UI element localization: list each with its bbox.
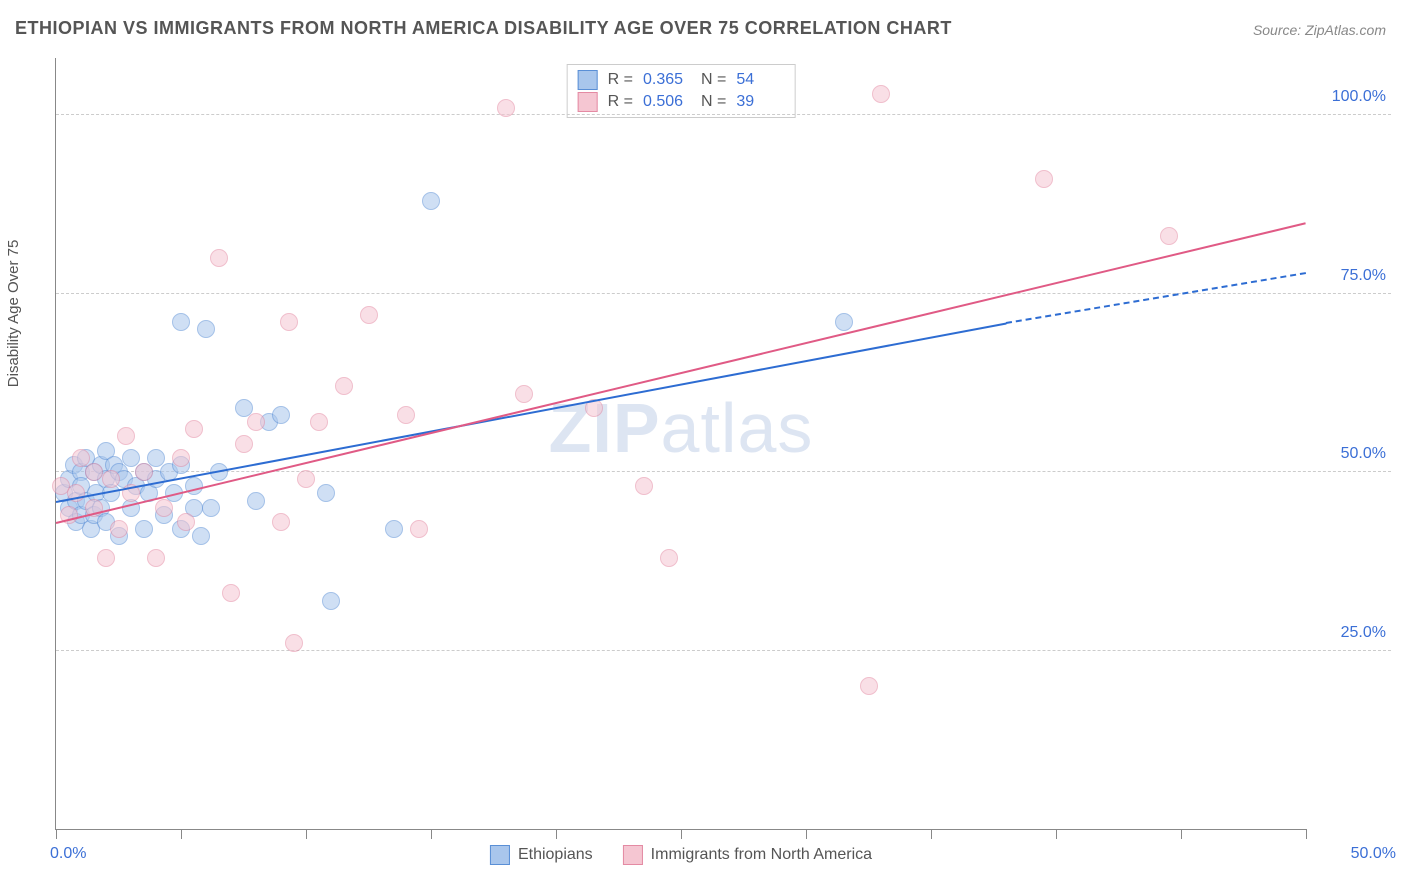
trend-line [1006,272,1306,324]
scatter-point [135,463,153,481]
scatter-point [285,634,303,652]
x-tick-label: 50.0% [1351,845,1396,863]
stat-n-value: 39 [736,93,784,111]
y-axis-label: Disability Age Over 75 [5,240,22,388]
legend-swatch [578,70,598,90]
x-tick [431,829,432,839]
y-tick-label: 50.0% [1341,445,1386,463]
stats-row: R = 0.365 N = 54 [578,69,785,91]
scatter-point [515,385,533,403]
gridline-h [56,471,1391,472]
x-tick [306,829,307,839]
scatter-point [172,449,190,467]
scatter-point [1160,227,1178,245]
trend-line [56,222,1306,524]
legend-item: Immigrants from North America [623,845,872,865]
x-tick [681,829,682,839]
chart-container: Disability Age Over 75 ZIPatlas R =0.365… [15,50,1391,872]
y-tick-label: 25.0% [1341,624,1386,642]
scatter-point [660,549,678,567]
source-label: Source: ZipAtlas.com [1253,22,1386,38]
scatter-point [172,313,190,331]
scatter-point [177,513,195,531]
scatter-point [110,520,128,538]
scatter-point [210,249,228,267]
legend-swatch [623,845,643,865]
scatter-point [422,192,440,210]
scatter-point [297,470,315,488]
scatter-point [872,85,890,103]
scatter-point [310,413,328,431]
x-tick [806,829,807,839]
stat-r-value: 0.365 [643,71,691,89]
stats-legend: R = 0.365 N = 54 R = 0.506 N = 39 [567,64,796,118]
x-tick [181,829,182,839]
scatter-point [410,520,428,538]
watermark-rest: atlas [661,389,814,467]
gridline-h [56,114,1391,115]
scatter-point [185,420,203,438]
scatter-point [272,513,290,531]
scatter-point [155,499,173,517]
gridline-h [56,650,1391,651]
scatter-point [102,470,120,488]
scatter-point [222,584,240,602]
scatter-point [85,463,103,481]
stat-n-label: N = [701,71,726,89]
legend-swatch [578,92,598,112]
x-tick [56,829,57,839]
legend-label: Ethiopians [518,846,593,864]
trend-line [56,322,1006,502]
scatter-point [1035,170,1053,188]
scatter-point [192,527,210,545]
scatter-point [397,406,415,424]
plot-area: ZIPatlas R =0.365N =54R =0.506N =39 Ethi… [55,58,1306,830]
x-tick [556,829,557,839]
x-tick [1181,829,1182,839]
scatter-point [235,435,253,453]
legend-label: Immigrants from North America [651,846,872,864]
stat-r-label: R = [608,71,633,89]
chart-title: ETHIOPIAN VS IMMIGRANTS FROM NORTH AMERI… [15,18,952,39]
stats-row: R = 0.506 N = 39 [578,91,785,113]
y-tick-label: 100.0% [1332,88,1386,106]
scatter-point [202,499,220,517]
scatter-point [317,484,335,502]
scatter-point [97,549,115,567]
scatter-point [280,313,298,331]
scatter-point [335,377,353,395]
scatter-point [860,677,878,695]
x-tick [1306,829,1307,839]
scatter-point [322,592,340,610]
legend-swatch [490,845,510,865]
scatter-point [272,406,290,424]
stat-n-value: 54 [736,71,784,89]
scatter-point [635,477,653,495]
scatter-point [117,427,135,445]
x-tick [1056,829,1057,839]
scatter-point [135,520,153,538]
scatter-point [147,549,165,567]
scatter-point [247,492,265,510]
scatter-point [385,520,403,538]
stat-r-label: R = [608,93,633,111]
y-tick-label: 75.0% [1341,267,1386,285]
x-tick [931,829,932,839]
bottom-legend: Ethiopians Immigrants from North America [490,845,872,865]
scatter-point [835,313,853,331]
x-tick-label: 0.0% [50,845,86,863]
scatter-point [360,306,378,324]
stat-r-value: 0.506 [643,93,691,111]
scatter-point [197,320,215,338]
scatter-point [247,413,265,431]
legend-item: Ethiopians [490,845,593,865]
scatter-point [497,99,515,117]
stat-n-label: N = [701,93,726,111]
